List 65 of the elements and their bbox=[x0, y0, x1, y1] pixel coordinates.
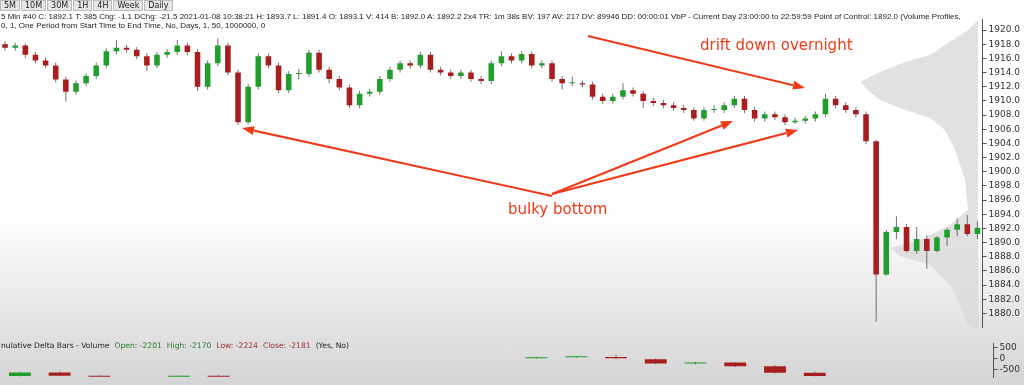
y-tick-label: 1896.0 bbox=[988, 194, 1021, 205]
y-tick-label: 1906.0 bbox=[988, 123, 1021, 134]
candlestick bbox=[772, 111, 778, 121]
y-tick-label: 0 bbox=[999, 352, 1006, 363]
annotation: bulky bottom bbox=[508, 200, 608, 218]
candlestick bbox=[63, 76, 69, 103]
candlestick bbox=[296, 68, 302, 81]
candlestick bbox=[549, 59, 555, 83]
candlestick bbox=[427, 51, 434, 74]
y-tick-label: 1918.0 bbox=[988, 38, 1021, 49]
y-tick-label: 500 bbox=[999, 342, 1018, 353]
chart-title: 5 Min #40 C: 1892.1 T: 385 Chg: -1.1 DChg: -21.5 2021-01-08 10:38:21 H: 1893.7 L: 1891.4 O: 1893.1 V: 414 B: 1892.0 A: 1892.2 2x4 TR: 1m 38s BV: 197 AV: 217 DV: 89946 DD: 00:00:01 VbP - Current Day 23:00:00 to 22:59:59 Point of Control: 1892.0 (Volume Profiles, 0, 1, One Period from Start Time to End Time, No, Days, 1, 50, 1000000, 0 bbox=[1, 12, 961, 30]
y-tick-label: 1920.0 bbox=[988, 24, 1021, 35]
y-tick-label: 1880.0 bbox=[988, 307, 1021, 318]
y-tick-label: 1898.0 bbox=[988, 180, 1021, 191]
candlestick bbox=[52, 62, 59, 83]
candlestick bbox=[944, 227, 950, 247]
y-tick-label: 1894.0 bbox=[988, 208, 1021, 219]
candlestick bbox=[164, 48, 170, 59]
candlestick bbox=[458, 69, 464, 80]
candlestick bbox=[2, 40, 8, 52]
text: 30M bbox=[47, 0, 73, 11]
y-tick-label: 1890.0 bbox=[988, 236, 1021, 247]
candlestick bbox=[630, 86, 636, 98]
candlestick bbox=[478, 75, 484, 85]
y-tick-label: 1914.0 bbox=[988, 66, 1021, 77]
y-tick-label: 1886.0 bbox=[988, 265, 1021, 276]
text: Week bbox=[113, 0, 144, 11]
candlestick bbox=[306, 49, 312, 78]
candlestick bbox=[782, 113, 788, 126]
candlestick bbox=[924, 234, 930, 270]
candlestick bbox=[539, 59, 545, 69]
candlestick bbox=[853, 106, 859, 118]
candlestick bbox=[204, 59, 211, 91]
y-tick-label: 1888.0 bbox=[988, 251, 1021, 262]
y-tick-label: 1916.0 bbox=[988, 52, 1021, 63]
candlestick bbox=[913, 226, 920, 255]
candlestick bbox=[83, 72, 89, 87]
text: Daily bbox=[144, 0, 173, 11]
candlestick bbox=[488, 59, 495, 85]
text: 1H bbox=[73, 0, 93, 11]
candlestick bbox=[620, 82, 626, 100]
text: 10M bbox=[21, 0, 47, 11]
y-tick-label: 1908.0 bbox=[988, 109, 1021, 120]
y-tick-label: 1912.0 bbox=[988, 81, 1021, 92]
candlestick bbox=[346, 84, 353, 109]
y-tick-label: 1904.0 bbox=[988, 137, 1021, 148]
candlestick bbox=[214, 38, 221, 67]
y-tick-label: 1900.0 bbox=[988, 166, 1021, 177]
candlestick bbox=[377, 75, 383, 95]
candlestick bbox=[397, 59, 403, 74]
candlestick bbox=[316, 49, 322, 74]
y-tick-label: 1892.0 bbox=[988, 222, 1021, 233]
y-tick-label: -500 bbox=[999, 363, 1021, 374]
candlestick bbox=[711, 104, 717, 114]
y-tick-label: 1882.0 bbox=[988, 293, 1021, 304]
y-tick-label: 1910.0 bbox=[988, 95, 1021, 106]
annotation: drift down overnight bbox=[700, 36, 853, 54]
y-tick-label: 1902.0 bbox=[988, 151, 1021, 162]
text: 4H bbox=[93, 0, 113, 11]
candlestick bbox=[468, 69, 474, 83]
candlestick bbox=[964, 214, 971, 237]
y-tick-label: 1884.0 bbox=[988, 279, 1021, 290]
text: 5M bbox=[0, 0, 20, 11]
candlestick bbox=[144, 52, 150, 72]
